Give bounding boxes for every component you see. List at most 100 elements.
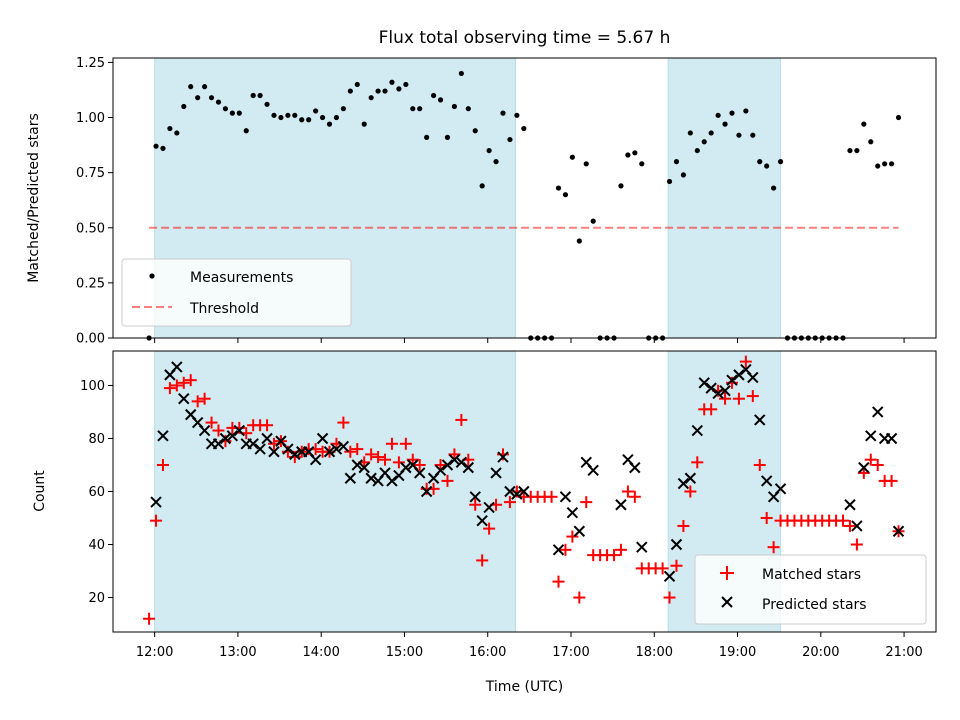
matched-star-point (850, 538, 863, 551)
measurement-point (847, 147, 853, 154)
matched-star-point (156, 458, 169, 471)
measurement-point (326, 121, 333, 127)
bottom-legend-box (694, 554, 927, 625)
predicted-star-point (774, 483, 787, 495)
predicted-star-stroke (309, 453, 322, 466)
measurement-point (236, 110, 242, 116)
top-y-ticks: 0.00 0.25 0.50 0.75 1.00 1.25 (76, 56, 113, 347)
predicted-star-stroke (865, 430, 877, 442)
matched-star-point (351, 443, 364, 456)
matched-star-point (184, 374, 197, 387)
predicted-star-stroke (504, 485, 516, 498)
measurement-point (680, 172, 687, 178)
measurement-point (424, 134, 430, 140)
predicted-star-point (212, 438, 225, 450)
predicted-star-point (309, 453, 322, 466)
predicted-star-point (178, 393, 190, 405)
predicted-star-point (150, 496, 162, 508)
matched-star-point (608, 549, 621, 562)
bottom-panel: 20 40 60 80 100 12:00 13:00 14:00 15:00 16:00 17:… (32, 350, 937, 695)
bottom-y-ticks: 20 40 60 80 100 (80, 379, 113, 606)
predicted-star-point (705, 382, 717, 394)
predicted-star-point (636, 541, 648, 553)
matched-star-point (628, 490, 641, 503)
matched-star-point (198, 392, 211, 405)
measurement-point (632, 150, 638, 156)
measurement-point (389, 79, 395, 85)
predicted-star-point (171, 361, 183, 373)
predicted-star-point (365, 472, 377, 484)
top-panel: 0.00 0.25 0.50 0.75 1.00 1.25 Flux total obse… (26, 28, 937, 347)
measurement-point (687, 130, 693, 136)
matched-star-point (372, 451, 385, 464)
predicted-star-stroke (226, 430, 239, 442)
x-tick-label: 18:00 (636, 645, 673, 660)
measurement-point (382, 88, 388, 94)
predicted-star-point (219, 432, 232, 445)
predicted-star-stroke (483, 501, 495, 514)
predicted-star-stroke (573, 525, 586, 537)
matched-star-point (732, 392, 745, 405)
predicted-star-point (469, 491, 481, 503)
matched-star-point (150, 514, 163, 527)
measurement-point (271, 112, 277, 118)
matched-star-point (705, 403, 718, 416)
y-tick-label: 1.25 (76, 56, 105, 71)
predicted-star-point (462, 461, 474, 474)
predicted-star-point (733, 369, 745, 381)
measurement-point (895, 114, 902, 121)
legend-matched-marker (720, 566, 734, 580)
predicted-star-point (691, 424, 703, 437)
measurement-point (451, 103, 458, 110)
predicted-star-stroke (552, 544, 565, 556)
predicted-star-point (858, 461, 870, 474)
predicted-star-stroke (774, 483, 787, 495)
measurement-point (569, 154, 575, 160)
predicted-star-stroke (212, 438, 225, 450)
matched-star-point (552, 575, 565, 588)
legend-measurements-marker (149, 273, 155, 279)
measurement-point (208, 95, 215, 101)
predicted-star-point (497, 451, 509, 463)
y-tick-label: 60 (88, 485, 105, 500)
predicted-star-point (684, 472, 697, 484)
matched-star-point (580, 496, 593, 509)
matched-star-point (684, 485, 697, 498)
matched-star-point (365, 448, 378, 461)
predicted-star-stroke (414, 467, 426, 479)
matched-star-point (413, 458, 426, 471)
measurement-point (285, 112, 291, 118)
matched-star-point (753, 458, 766, 471)
x-tick-label: 21:00 (885, 645, 922, 660)
bottom-x-ticks: 12:00 13:00 14:00 15:00 16:00 17:00 18:00 19:00… (136, 632, 923, 660)
predicted-star-stroke (712, 387, 724, 400)
predicted-stars-points (150, 361, 905, 583)
measurement-point (521, 125, 527, 132)
predicted-star-point (511, 488, 523, 500)
measurement-point (347, 88, 353, 94)
predicted-star-stroke (580, 456, 592, 469)
bottom-legend: Matched stars Predicted stars (694, 554, 927, 625)
legend-measurements-label: Measurements (190, 270, 293, 286)
top-legend-box (121, 258, 352, 327)
matched-star-point (503, 496, 516, 509)
predicted-star-point (726, 374, 738, 386)
predicted-star-stroke (872, 406, 884, 418)
measurement-point (292, 112, 298, 118)
predicted-star-stroke (379, 467, 391, 479)
measurement-point (625, 152, 631, 158)
matched-star-point (837, 514, 850, 527)
predicted-star-point (872, 406, 884, 418)
matched-star-point (385, 437, 398, 450)
predicted-star-stroke (282, 443, 294, 455)
predicted-star-point (552, 544, 565, 556)
x-tick-label: 19:00 (719, 645, 756, 660)
predicted-star-stroke (198, 424, 211, 437)
predicted-star-point (358, 461, 370, 474)
predicted-star-point (226, 430, 239, 442)
predicted-star-stroke (185, 408, 197, 421)
predicted-star-stroke (740, 363, 752, 376)
predicted-star-stroke (219, 432, 232, 445)
measurement-point (181, 103, 187, 110)
measurement-point (708, 130, 714, 136)
